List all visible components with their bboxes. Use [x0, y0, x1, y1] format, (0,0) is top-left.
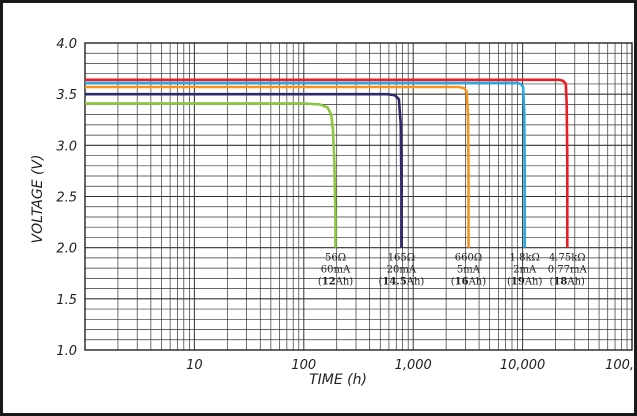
curve-label-1-line-1: 56Ω	[325, 253, 346, 264]
y-tick-label: 2.5	[56, 191, 77, 206]
series-line-5	[85, 78, 569, 248]
y-tick-label: 1.5	[56, 293, 77, 308]
curve-label-2-line-2: 20mA	[387, 265, 417, 276]
x-tick-label: 10	[186, 358, 203, 373]
y-axis-title: VOLTAGE (V)	[30, 155, 46, 244]
x-tick-label: 100,000	[605, 358, 637, 373]
curve-capacity-4: (19Ah)	[507, 277, 542, 288]
tick-labels: 10 100 1,000 10,000 100,000 1.0 1.5 2.0 2.5 3.0 3.…	[56, 37, 637, 373]
curve-label-5-line-2: 0.77mA	[548, 265, 588, 276]
plot-border	[84, 42, 633, 351]
x-tick-label: 1,000	[395, 358, 432, 373]
curve-label-2-line-1: 165Ω	[388, 253, 415, 264]
curve-label-5-line-1: 4.75kΩ	[549, 253, 586, 264]
curve-label-4-line-1: 1.8kΩ	[510, 253, 540, 264]
x-axis-title: TIME (h)	[309, 372, 367, 388]
curve-label-1-line-2: 60mA	[321, 265, 351, 276]
series-line-3	[85, 85, 470, 248]
series-layer	[85, 78, 569, 248]
x-tick-label: 100	[291, 358, 316, 373]
y-tick-label: 4.0	[56, 37, 77, 52]
series-line-4	[85, 81, 526, 248]
x-tick-label: 10,000	[500, 358, 546, 373]
series-line-2	[85, 92, 403, 248]
curve-label-3-line-1: 660Ω	[455, 253, 482, 264]
y-tick-label: 3.5	[56, 88, 77, 103]
curve-capacity-2: (14.5Ah)	[378, 277, 424, 288]
y-tick-label: 2.0	[56, 242, 77, 257]
grid	[84, 42, 633, 351]
series-line-1	[85, 102, 337, 248]
curve-capacity-3: (16Ah)	[451, 277, 486, 288]
y-tick-label: 3.0	[56, 139, 77, 154]
curve-label-3-line-2: 5mA	[457, 265, 481, 276]
curve-capacity-5: (18Ah)	[550, 277, 585, 288]
curve-label-4-line-2: 2mA	[513, 265, 537, 276]
curve-capacity-1: (12Ah)	[318, 277, 353, 288]
y-tick-label: 1.0	[56, 344, 77, 359]
